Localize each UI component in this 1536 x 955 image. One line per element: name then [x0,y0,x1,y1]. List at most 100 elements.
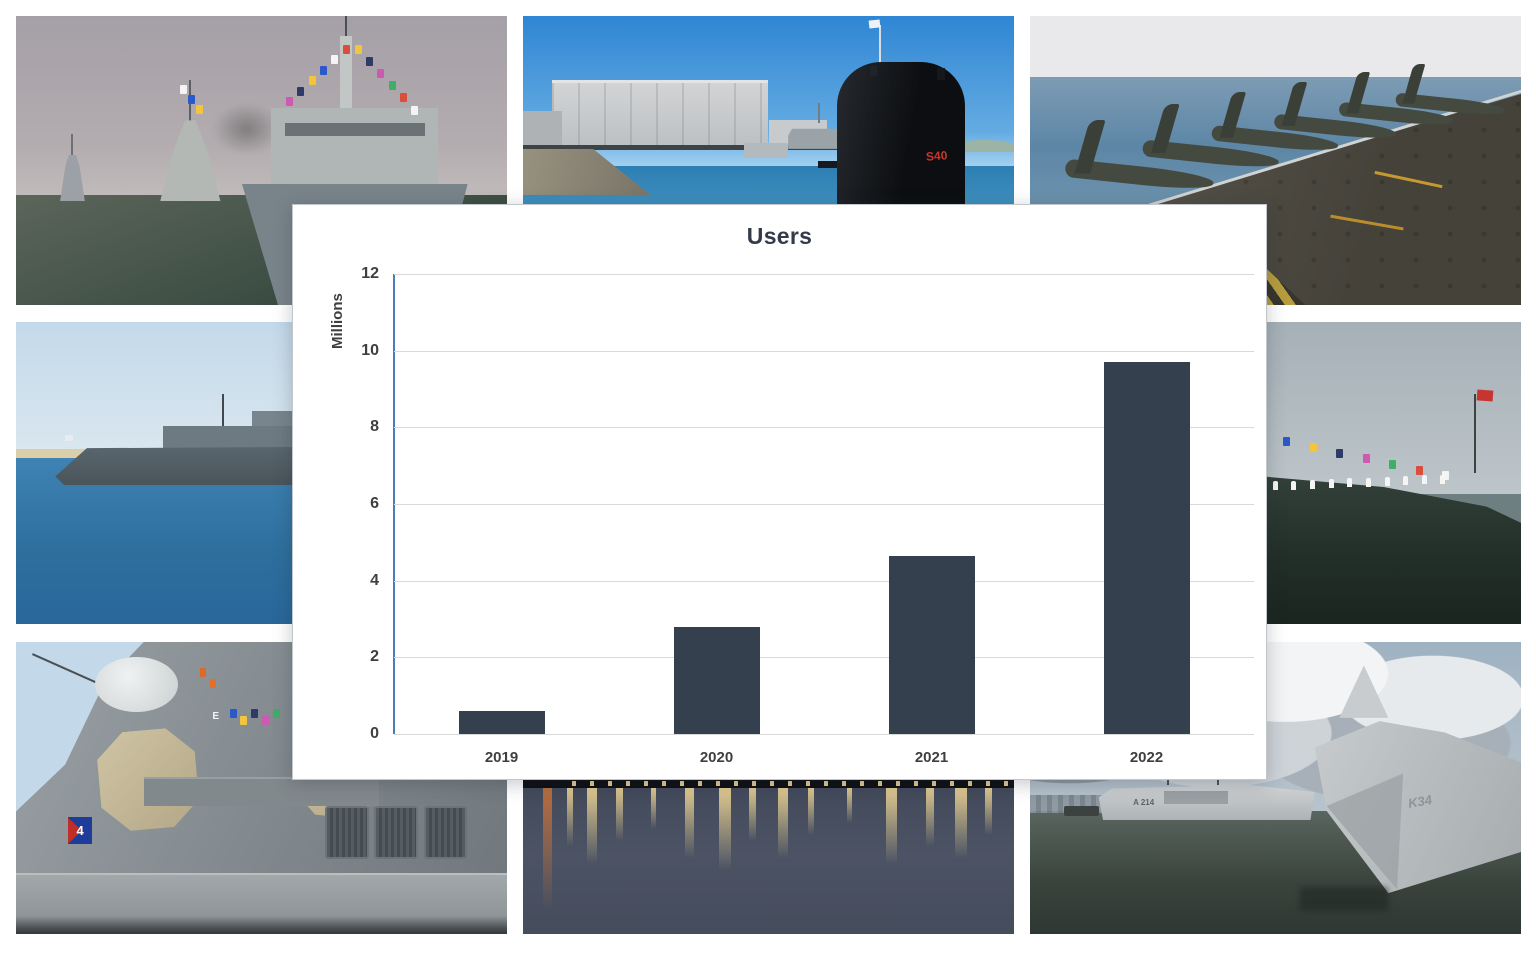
near-ship-antenna [344,16,347,44]
sailor [1347,478,1353,488]
white-flag [868,19,881,29]
light-reflection [650,788,656,829]
signal-flag [1415,465,1423,475]
bridge-windows [284,123,425,136]
sailor [1440,474,1446,484]
signal-flag [411,105,419,115]
gridline [394,580,1254,582]
light-reflection [984,788,992,835]
signal-flag [354,44,362,54]
submarine-mast [878,24,881,66]
light-reflections [523,642,1014,934]
light-reflection [616,788,624,841]
light-reflection [778,788,789,859]
signal-flag [188,95,196,105]
y-tick-label: 10 [361,341,379,359]
light-reflection [748,788,756,841]
chart-panel: Users Millions 0 2 4 6 8 10 12 2019 2020 2021 202… [292,204,1267,780]
intake-grille [374,805,418,860]
signal-flag [180,85,188,95]
x-tick-label: 2019 [484,749,519,766]
radome [94,656,179,713]
signal-flag [1362,454,1370,464]
light-reflection [955,788,968,859]
bar-2020 [673,626,760,734]
frigate-mast [222,394,225,429]
sailor [1291,480,1297,490]
signal-flag [366,57,374,67]
hull-band [16,872,507,934]
near-ship-mast [340,36,353,112]
bar-2021 [888,555,975,734]
crew-figure [936,67,945,80]
signal-flag [308,76,316,86]
x-tick-label: 2021 [914,749,949,766]
bow-jack-flag [65,435,74,442]
building-seams [552,82,769,150]
light-reflection [925,788,934,847]
signal-flag [342,44,350,54]
x-tick-label: 2020 [699,749,734,766]
island [955,140,1014,152]
signal-flag [297,86,305,96]
x-axis-labels: 2019 2020 2021 2022 [394,749,1254,771]
signal-flag [251,709,259,719]
orange-reflection [542,788,552,911]
light-reflection [685,788,695,859]
sailor [1272,481,1278,491]
submarine-hull-number: S40 [925,148,948,164]
jack-staff [1474,394,1477,473]
signal-flag [286,96,294,106]
sailor [1403,476,1409,486]
pier-edge [523,144,848,151]
gridline [394,274,1254,275]
signal-flag [1336,448,1344,458]
y-tick-label: 12 [361,265,379,282]
signal-flag [1442,471,1450,481]
gridline [394,504,1254,505]
shipyard-building [552,79,769,150]
signal-flag [272,709,280,719]
signal-flag [377,69,385,79]
support-ship [1098,785,1315,821]
sailor [1365,477,1371,487]
signal-flags [16,642,507,934]
gridline [394,427,1254,429]
signal-flag [196,105,204,114]
signal-flag [388,81,396,91]
light-reflection [886,788,898,864]
flag-number: 4 [76,823,84,839]
plot-area [393,274,1254,735]
gridline [394,657,1254,659]
y-tick-label: 4 [370,571,379,589]
warship-mast [817,102,820,123]
far-ship-mast [70,134,73,157]
signal-flag [1283,437,1291,447]
signal-flag [319,65,327,75]
light-reflection [807,788,814,835]
signal-letter: E [212,710,220,722]
x-tick-label: 2022 [1129,749,1164,766]
bridge-wing-ledge [143,779,380,806]
signal-flag [331,55,339,65]
y-tick-label: 2 [370,648,379,666]
bow-reflection [1300,887,1389,911]
light-reflection [567,788,574,847]
y-tick-label: 0 [370,725,379,742]
sailor [1384,476,1390,486]
light-reflection [847,788,853,824]
small-boat [1064,805,1099,816]
pier-lights [572,780,1014,786]
bar-2019 [458,711,545,734]
sailor [1421,475,1427,485]
y-tick-label: 6 [370,495,379,512]
sailor [1328,479,1334,489]
signal-flag [261,715,269,725]
near-ship-superstructure [271,108,439,190]
signal-flag [1309,442,1317,452]
signal-flag [1389,460,1397,469]
photo-destroyer-superstructure: E 4 [16,642,507,934]
funnel-smoke [212,102,282,155]
y-tick-label: 8 [370,418,379,436]
